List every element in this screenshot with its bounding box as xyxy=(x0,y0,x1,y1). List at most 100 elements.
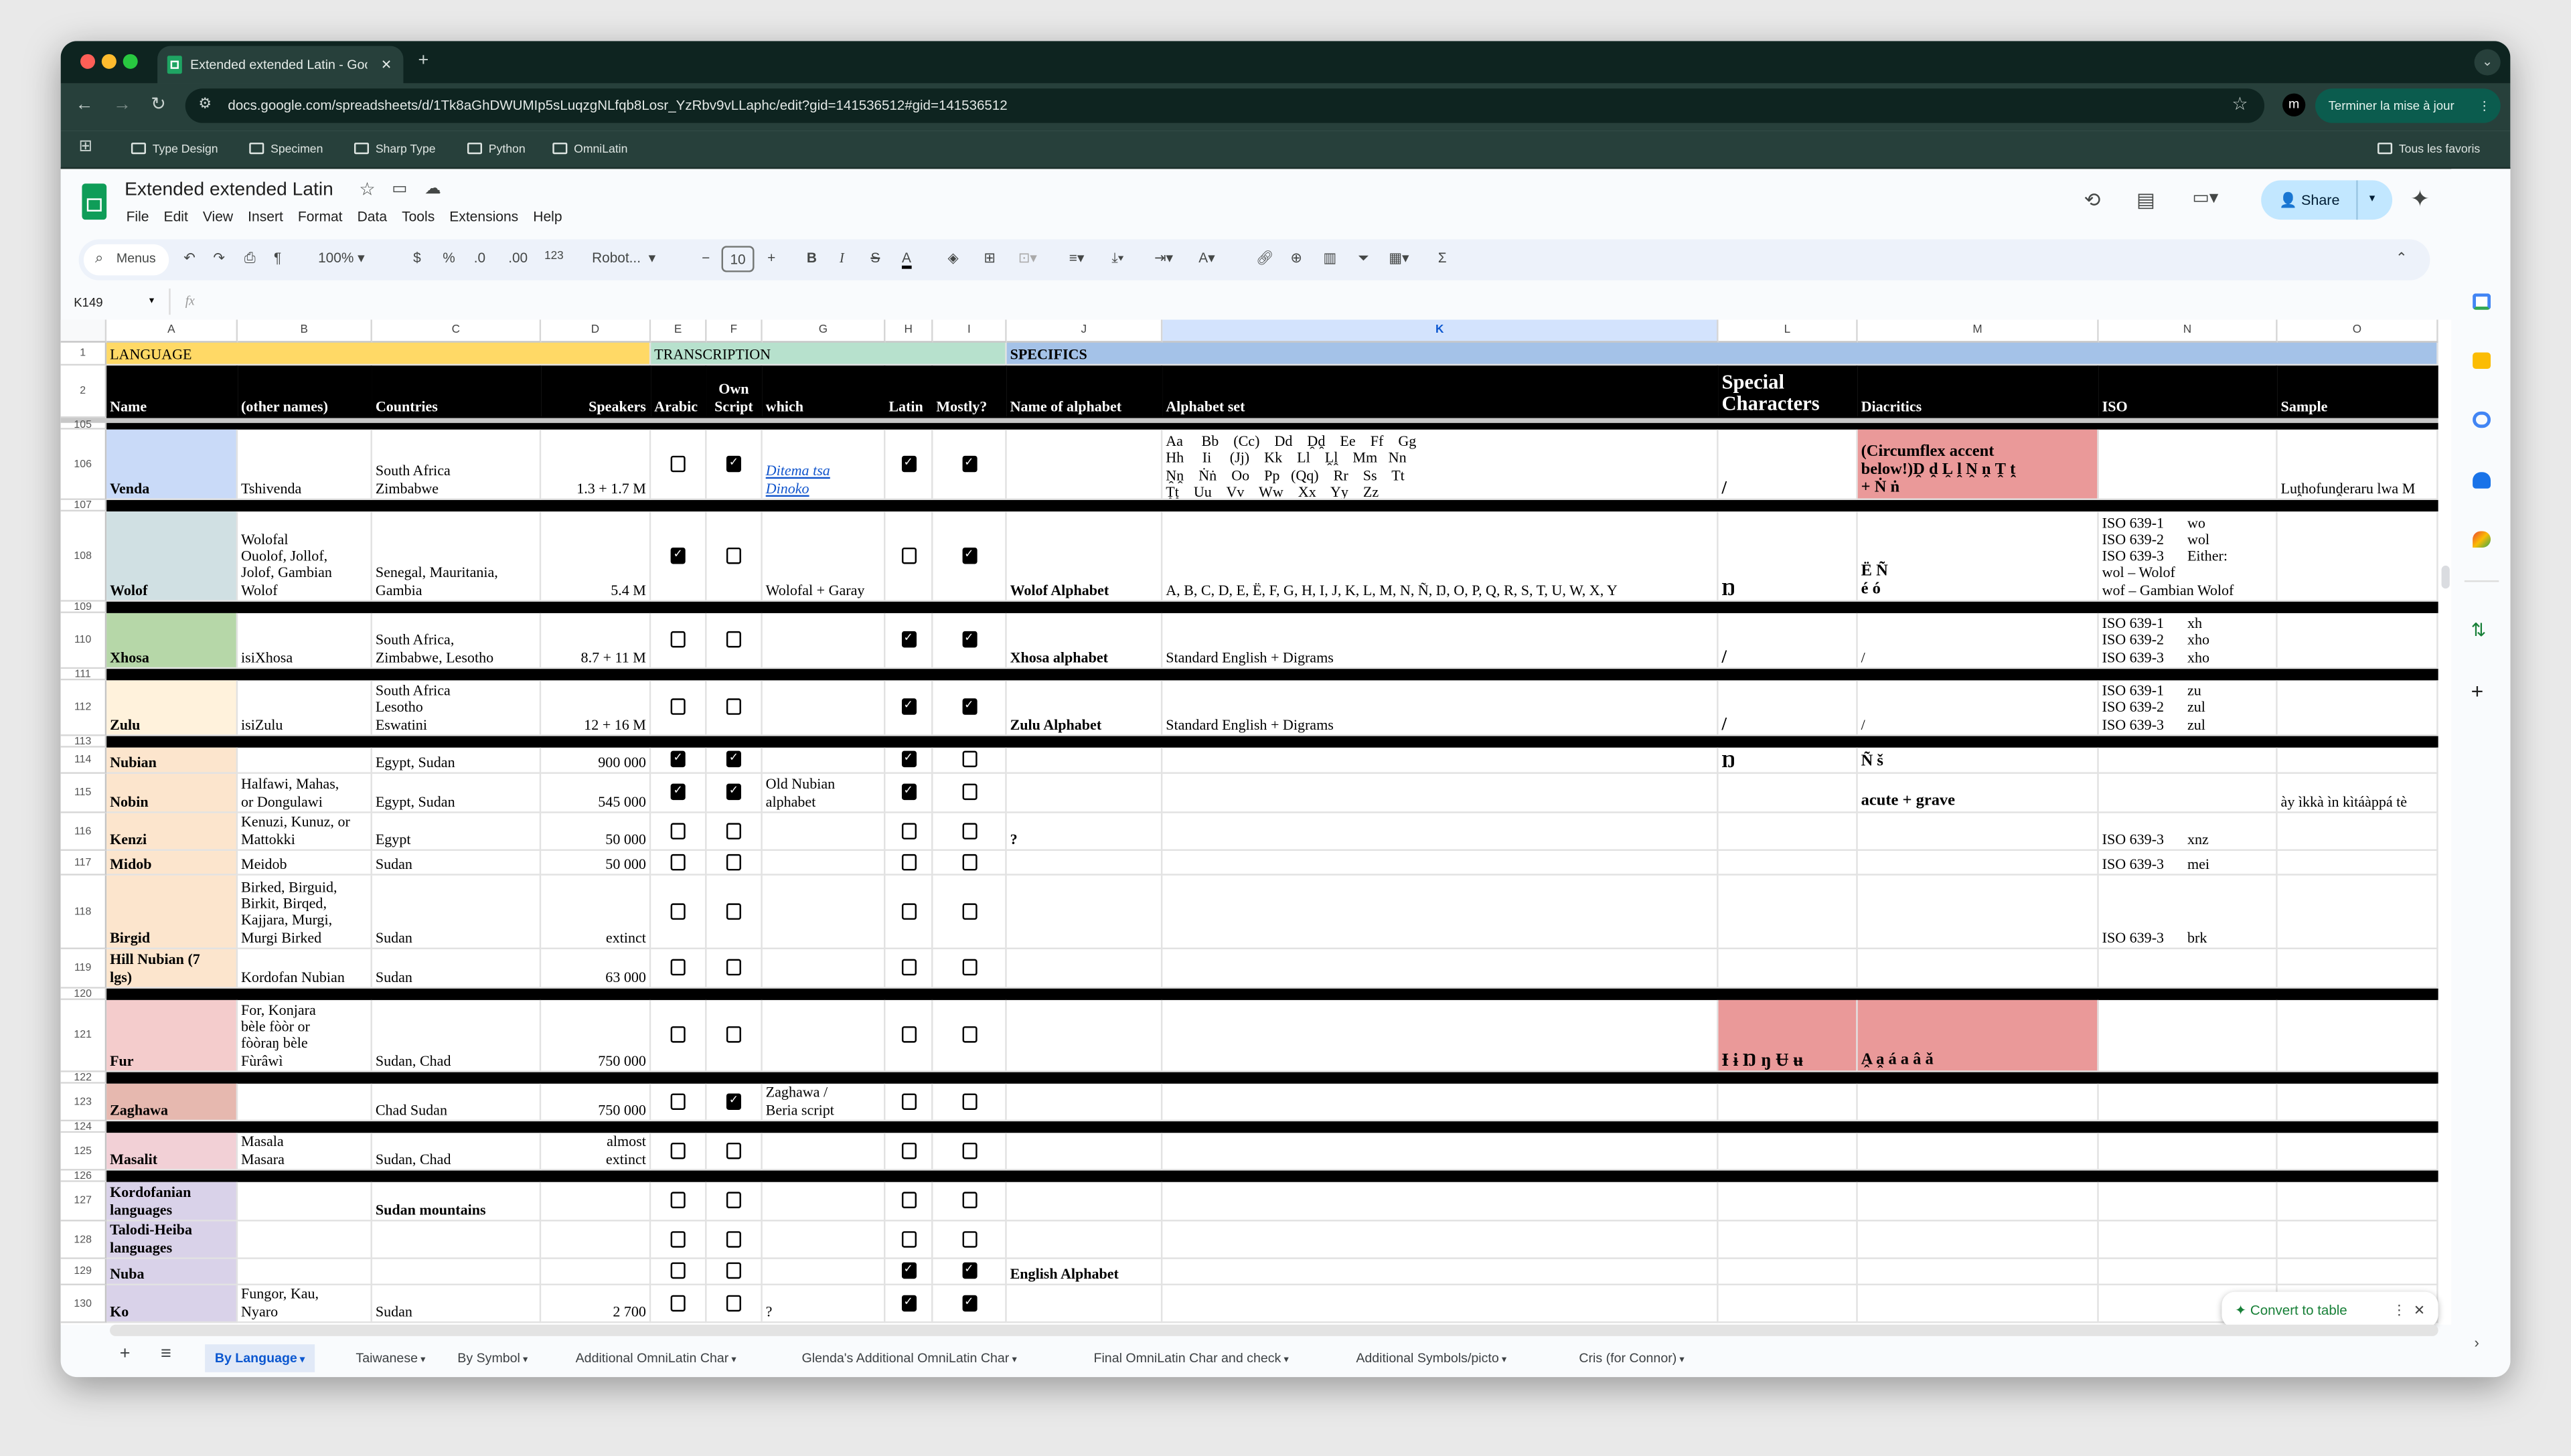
sheet-tab[interactable]: Cris (for Connor) ▾ xyxy=(1569,1344,1695,1372)
alphabet-name-cell[interactable] xyxy=(1006,429,1163,500)
alphabet-name-cell[interactable] xyxy=(1006,875,1163,949)
iso-cell[interactable] xyxy=(2098,1259,2278,1286)
other-names-cell[interactable]: Fungor, Kau, Nyaro xyxy=(238,1285,372,1323)
speakers-cell[interactable] xyxy=(541,1221,651,1259)
checkbox-unchecked[interactable] xyxy=(961,822,977,839)
back-icon[interactable]: ← xyxy=(75,95,94,115)
new-tab-icon[interactable]: + xyxy=(418,50,429,71)
alphabet-name-cell[interactable] xyxy=(1006,773,1163,813)
checkbox-cell[interactable] xyxy=(933,773,1007,813)
number-format-button[interactable]: 123 xyxy=(544,250,564,262)
fill-color-icon[interactable]: ◈ xyxy=(947,249,959,266)
borders-icon[interactable]: ⊞ xyxy=(984,249,996,266)
other-names-cell[interactable]: Halfawi, Mahas, or Dongulawi xyxy=(238,773,372,813)
alphabet-name-cell[interactable] xyxy=(1006,1285,1163,1323)
bookmark-sharp-type[interactable]: Sharp Type xyxy=(354,141,436,156)
menu-view[interactable]: View xyxy=(202,208,234,225)
sheet-tab-menu-icon[interactable]: ▾ xyxy=(1281,1356,1289,1366)
alphabet-name-cell[interactable]: ? xyxy=(1006,813,1163,852)
checkbox-unchecked[interactable] xyxy=(726,902,741,919)
other-names-cell[interactable]: Kenuzi, Kunuz, or Mattokki xyxy=(238,813,372,852)
checkbox-checked[interactable]: ✓ xyxy=(726,455,741,472)
alphabet-name-cell[interactable]: Wolof Alphabet xyxy=(1006,511,1163,602)
row-header[interactable]: 119 xyxy=(60,949,107,989)
script-name-cell[interactable] xyxy=(762,813,886,852)
horizontal-scrollbar[interactable] xyxy=(110,1324,2438,1336)
sample-text-cell[interactable] xyxy=(2277,1133,2438,1171)
sample-text-cell[interactable] xyxy=(2277,875,2438,949)
checkbox-unchecked[interactable] xyxy=(670,1141,686,1159)
checkbox-unchecked[interactable] xyxy=(726,1230,741,1247)
name-box-dropdown-icon[interactable]: ▾ xyxy=(149,297,155,307)
cloud-saved-icon[interactable]: ☁ xyxy=(424,180,441,199)
checkbox-unchecked[interactable] xyxy=(670,631,686,648)
column-header-l[interactable]: L xyxy=(1718,319,1858,343)
row-header[interactable]: 130 xyxy=(60,1285,107,1323)
language-name-cell[interactable]: Masalit xyxy=(106,1133,238,1171)
checkbox-checked[interactable]: ✓ xyxy=(670,546,686,564)
other-names-cell[interactable]: Tshivenda xyxy=(238,429,372,500)
column-header-o[interactable]: O xyxy=(2277,319,2438,343)
iso-cell[interactable]: ISO 639-1 zu ISO 639-2 zul ISO 639-3 zul xyxy=(2098,680,2278,736)
sheet-tab[interactable]: Additional OmniLatin Char ▾ xyxy=(566,1344,747,1372)
share-button[interactable]: 👤 Share ▾ xyxy=(2261,180,2393,220)
speakers-cell[interactable]: extinct xyxy=(541,875,651,949)
script-name-cell[interactable] xyxy=(762,851,886,876)
checkbox-checked[interactable]: ✓ xyxy=(901,631,916,648)
diacritics-cell[interactable]: / xyxy=(1857,613,2099,669)
row-header[interactable]: 129 xyxy=(60,1259,107,1286)
checkbox-cell[interactable] xyxy=(651,851,707,876)
checkbox-checked[interactable]: ✓ xyxy=(961,1294,977,1311)
iso-cell[interactable] xyxy=(2098,773,2278,813)
alphabet-set-cell[interactable]: A, B, C, D, E, Ë, F, G, H, I, J, K, L, M… xyxy=(1162,511,1719,602)
checkbox-cell[interactable] xyxy=(706,875,763,949)
alphabet-set-cell[interactable] xyxy=(1162,875,1719,949)
checkbox-cell[interactable] xyxy=(706,429,763,500)
checkbox-cell[interactable] xyxy=(933,1221,1007,1259)
checkbox-cell[interactable] xyxy=(933,875,1007,949)
checkbox-unchecked[interactable] xyxy=(726,1262,741,1279)
checkbox-cell[interactable] xyxy=(933,511,1007,602)
countries-cell[interactable]: Sudan, Chad xyxy=(372,1133,542,1171)
countries-cell[interactable]: Sudan xyxy=(372,1285,542,1323)
bookmark-specimen[interactable]: Specimen xyxy=(249,141,323,156)
filter-icon[interactable]: ⏷ xyxy=(1357,249,1369,266)
countries-cell[interactable]: South Africa Lesotho Eswatini xyxy=(372,680,542,736)
row-header[interactable]: 120 xyxy=(60,988,107,1000)
checkbox-cell[interactable] xyxy=(933,999,1007,1072)
sample-text-cell[interactable] xyxy=(2277,613,2438,669)
row-header[interactable]: 111 xyxy=(60,668,107,681)
strikethrough-button[interactable]: S xyxy=(870,249,880,266)
checkbox-unchecked[interactable] xyxy=(726,853,741,870)
other-names-cell[interactable]: Kordofan Nubian xyxy=(238,949,372,989)
sample-text-cell[interactable] xyxy=(2277,851,2438,876)
profile-avatar[interactable]: m xyxy=(2282,93,2306,116)
checkbox-cell[interactable] xyxy=(885,1259,933,1286)
checkbox-cell[interactable] xyxy=(885,851,933,876)
bold-button[interactable]: B xyxy=(806,249,817,266)
browser-tab[interactable]: Extended extended Latin - Google Sheets … xyxy=(157,46,404,84)
document-title[interactable]: Extended extended Latin xyxy=(125,180,333,200)
countries-cell[interactable]: Egypt xyxy=(372,813,542,852)
menu-help[interactable]: Help xyxy=(533,208,562,225)
checkbox-cell[interactable] xyxy=(651,511,707,602)
checkbox-unchecked[interactable] xyxy=(670,959,686,976)
row-header[interactable]: 105 xyxy=(60,420,107,431)
other-names-cell[interactable] xyxy=(238,1182,372,1222)
checkbox-unchecked[interactable] xyxy=(726,631,741,648)
alphabet-name-cell[interactable] xyxy=(1006,949,1163,989)
script-name-cell[interactable] xyxy=(762,1182,886,1222)
countries-cell[interactable]: Chad Sudan xyxy=(372,1083,542,1122)
checkbox-cell[interactable] xyxy=(651,429,707,500)
speakers-cell[interactable]: 545 000 xyxy=(541,773,651,813)
alphabet-set-cell[interactable] xyxy=(1162,1285,1719,1323)
row-header[interactable]: 117 xyxy=(60,851,107,876)
checkbox-checked[interactable]: ✓ xyxy=(726,1093,741,1109)
vertical-scrollbar[interactable] xyxy=(2441,565,2450,589)
script-name-cell[interactable] xyxy=(762,1221,886,1259)
checkbox-cell[interactable] xyxy=(651,1182,707,1222)
special-characters-cell[interactable] xyxy=(1718,949,1858,989)
checkbox-cell[interactable] xyxy=(933,949,1007,989)
speakers-cell[interactable]: almost extinct xyxy=(541,1133,651,1171)
checkbox-cell[interactable] xyxy=(706,773,763,813)
